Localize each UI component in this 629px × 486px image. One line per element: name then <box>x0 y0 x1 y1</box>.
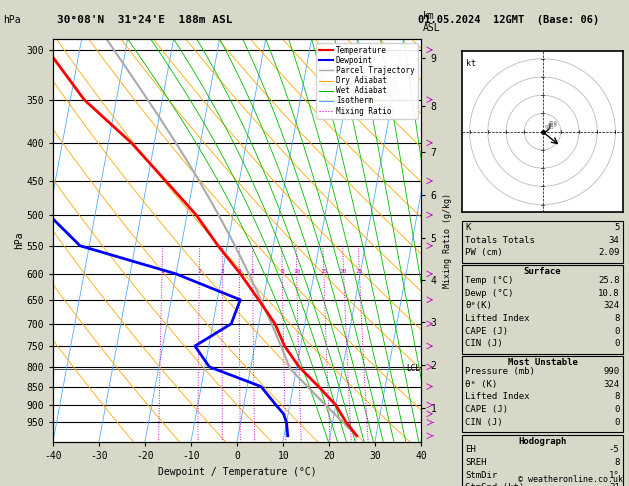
Text: Temp (°C): Temp (°C) <box>465 276 514 285</box>
Text: 0: 0 <box>614 339 620 348</box>
Text: 25.8: 25.8 <box>598 276 620 285</box>
Text: hPa: hPa <box>3 15 21 25</box>
Text: 925: 925 <box>544 125 554 130</box>
Text: 8: 8 <box>614 392 620 401</box>
Text: CIN (J): CIN (J) <box>465 417 503 427</box>
Text: Totals Totals: Totals Totals <box>465 236 535 245</box>
Text: km
ASL: km ASL <box>423 12 440 33</box>
Text: 21: 21 <box>609 483 620 486</box>
Text: 850: 850 <box>548 123 558 128</box>
Text: StmDir: StmDir <box>465 470 498 480</box>
Text: 01.05.2024  12GMT  (Base: 06): 01.05.2024 12GMT (Base: 06) <box>418 15 599 25</box>
Text: 1: 1 <box>160 269 164 275</box>
Text: θᵉ(K): θᵉ(K) <box>465 301 493 311</box>
Text: θᵉ (K): θᵉ (K) <box>465 380 498 389</box>
Text: 0: 0 <box>614 417 620 427</box>
Text: 10: 10 <box>293 269 301 275</box>
Text: Lifted Index: Lifted Index <box>465 314 530 323</box>
Text: 0: 0 <box>614 405 620 414</box>
Text: 8: 8 <box>614 314 620 323</box>
Text: 5: 5 <box>251 269 255 275</box>
Text: Surface: Surface <box>524 267 561 277</box>
Text: 15: 15 <box>320 269 328 275</box>
Text: Hodograph: Hodograph <box>518 436 567 446</box>
X-axis label: Dewpoint / Temperature (°C): Dewpoint / Temperature (°C) <box>158 467 317 477</box>
Text: 1°: 1° <box>609 470 620 480</box>
Text: 34: 34 <box>609 236 620 245</box>
Y-axis label: hPa: hPa <box>14 232 24 249</box>
Text: -5: -5 <box>609 445 620 454</box>
Text: 5: 5 <box>614 223 620 232</box>
Text: 0: 0 <box>614 327 620 336</box>
Text: 20: 20 <box>340 269 347 275</box>
Text: © weatheronline.co.uk: © weatheronline.co.uk <box>518 474 623 484</box>
Text: 324: 324 <box>603 301 620 311</box>
Text: StmSpd (kt): StmSpd (kt) <box>465 483 525 486</box>
Text: 3: 3 <box>220 269 224 275</box>
Text: 8: 8 <box>281 269 284 275</box>
Text: K: K <box>465 223 471 232</box>
Text: 10.8: 10.8 <box>598 289 620 298</box>
Text: 324: 324 <box>603 380 620 389</box>
Text: CAPE (J): CAPE (J) <box>465 405 508 414</box>
Text: 8: 8 <box>614 458 620 467</box>
Text: 4: 4 <box>237 269 241 275</box>
Text: Pressure (mb): Pressure (mb) <box>465 367 535 376</box>
Text: kt: kt <box>466 59 476 68</box>
Text: 25: 25 <box>356 269 363 275</box>
Text: Most Unstable: Most Unstable <box>508 358 577 367</box>
Text: SREH: SREH <box>465 458 487 467</box>
Text: CIN (J): CIN (J) <box>465 339 503 348</box>
Text: Dewp (°C): Dewp (°C) <box>465 289 514 298</box>
Text: EH: EH <box>465 445 476 454</box>
Text: 2: 2 <box>198 269 201 275</box>
Text: 2.09: 2.09 <box>598 248 620 258</box>
Text: Mixing Ratio (g/kg): Mixing Ratio (g/kg) <box>443 193 452 288</box>
Legend: Temperature, Dewpoint, Parcel Trajectory, Dry Adiabat, Wet Adiabat, Isotherm, Mi: Temperature, Dewpoint, Parcel Trajectory… <box>316 43 418 119</box>
Text: LCL: LCL <box>406 364 420 373</box>
Text: CAPE (J): CAPE (J) <box>465 327 508 336</box>
Text: 30°08'N  31°24'E  188m ASL: 30°08'N 31°24'E 188m ASL <box>57 15 232 25</box>
Text: 990: 990 <box>603 367 620 376</box>
Text: 700: 700 <box>548 121 558 126</box>
Text: PW (cm): PW (cm) <box>465 248 503 258</box>
Text: Lifted Index: Lifted Index <box>465 392 530 401</box>
